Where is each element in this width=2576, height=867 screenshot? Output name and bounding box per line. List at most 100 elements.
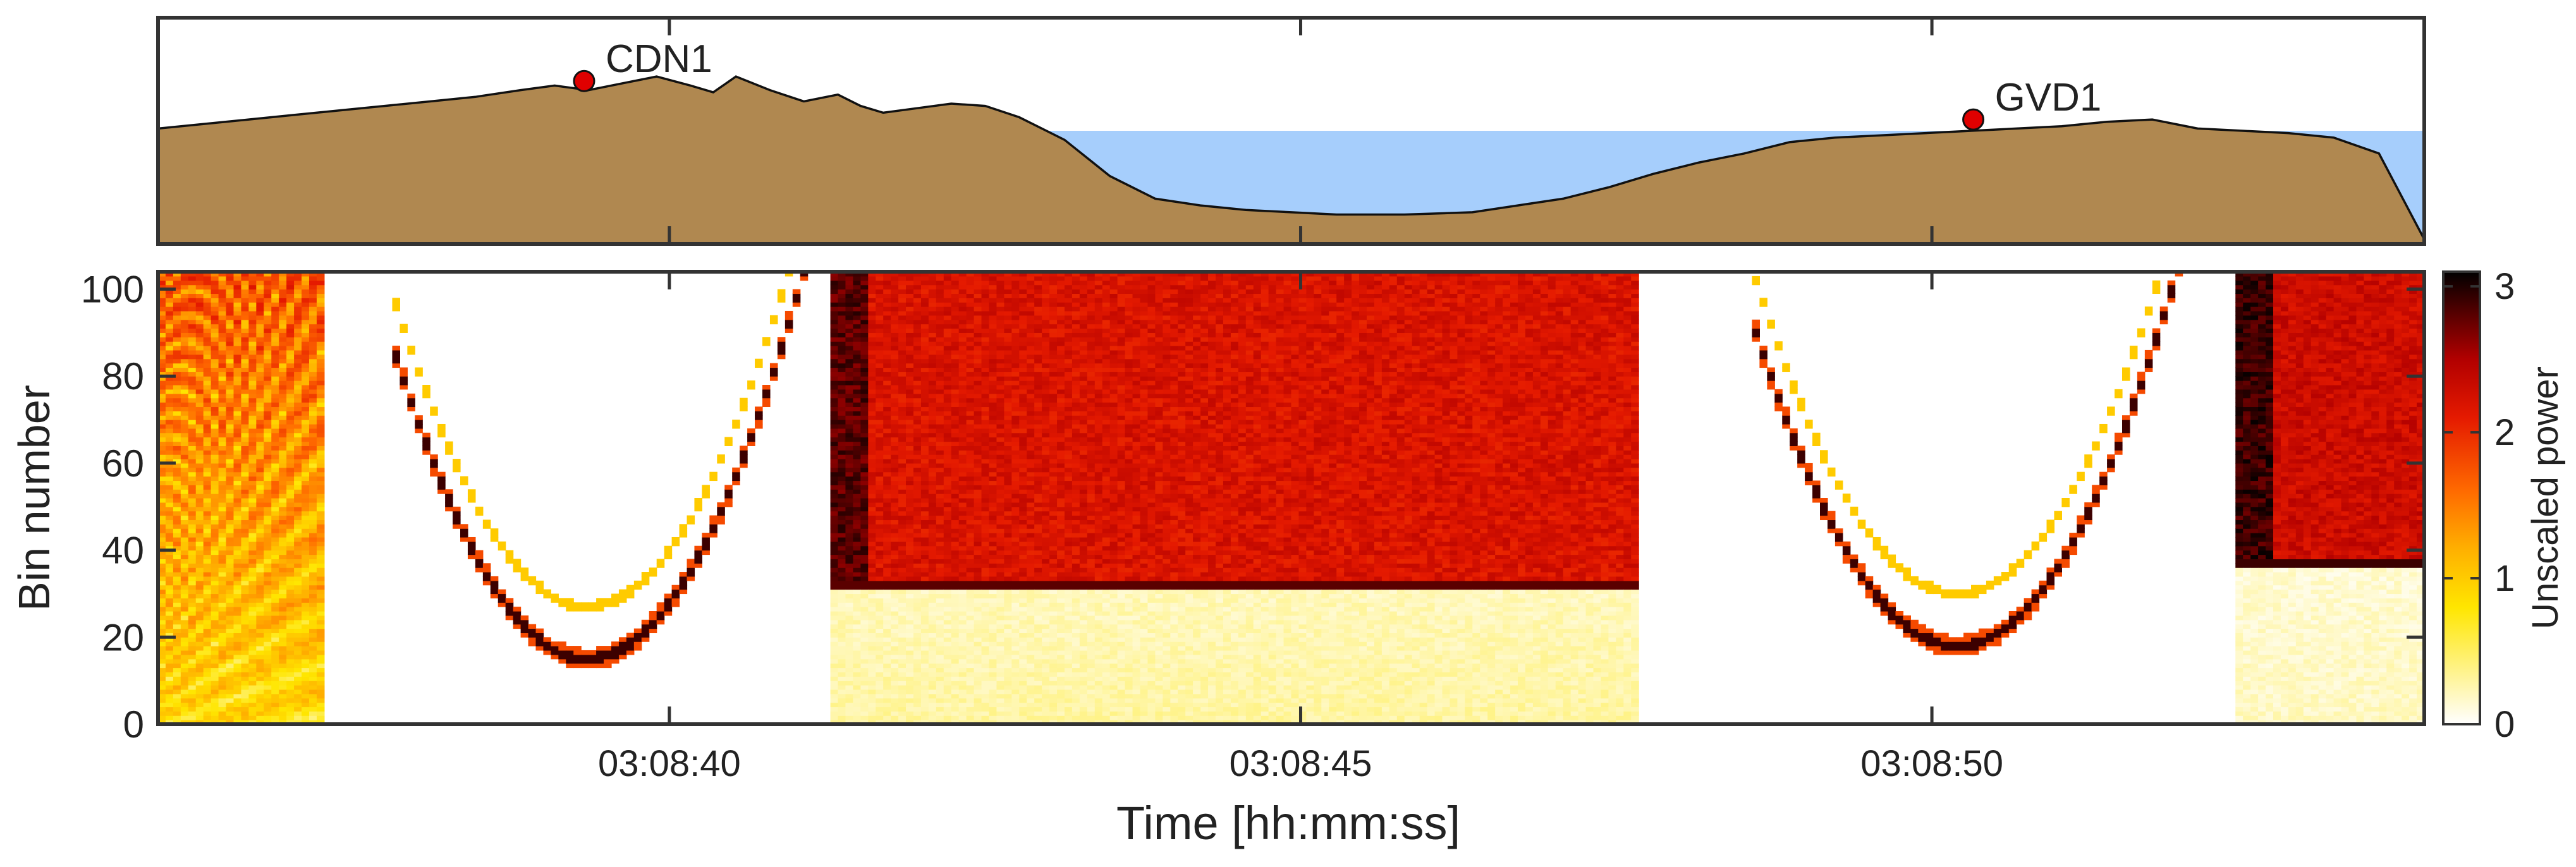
heatmap-cell bbox=[211, 615, 219, 621]
heatmap-cell bbox=[845, 663, 853, 669]
heatmap-cell bbox=[294, 337, 302, 342]
heatmap-cell bbox=[165, 646, 174, 651]
heatmap-cell bbox=[626, 593, 635, 598]
heatmap-cell bbox=[256, 619, 264, 625]
heatmap-cell bbox=[974, 446, 982, 451]
heatmap-cell bbox=[241, 324, 249, 329]
heatmap-cell bbox=[165, 402, 174, 408]
heatmap-cell bbox=[188, 289, 197, 294]
heatmap-cell bbox=[860, 280, 869, 286]
heatmap-cell bbox=[906, 693, 914, 699]
heatmap-cell bbox=[475, 559, 484, 564]
heatmap-cell bbox=[256, 324, 264, 329]
heatmap-cell bbox=[838, 372, 846, 377]
heatmap-cell bbox=[173, 515, 181, 521]
heatmap-cell bbox=[256, 537, 264, 542]
heatmap-cell bbox=[211, 358, 219, 364]
heatmap-cell bbox=[876, 576, 884, 581]
heatmap-cell bbox=[928, 411, 937, 416]
heatmap-cell bbox=[248, 611, 257, 616]
heatmap-cell bbox=[233, 559, 242, 564]
heatmap-cell bbox=[891, 658, 899, 664]
heatmap-cell bbox=[966, 598, 975, 603]
heatmap-cell bbox=[830, 607, 839, 612]
heatmap-cell bbox=[294, 685, 302, 690]
heatmap-cell bbox=[853, 324, 861, 329]
heatmap-cell bbox=[589, 602, 597, 607]
heatmap-cell bbox=[920, 428, 929, 434]
heatmap-cell bbox=[279, 337, 287, 342]
heatmap-cell bbox=[883, 607, 891, 612]
heatmap-cell bbox=[838, 423, 846, 429]
heatmap-cell bbox=[838, 463, 846, 468]
heatmap-cell bbox=[951, 706, 960, 712]
heatmap-cell bbox=[566, 663, 574, 669]
heatmap-cell bbox=[981, 397, 990, 403]
heatmap-cell bbox=[218, 332, 227, 337]
heatmap-cell bbox=[951, 441, 960, 446]
heatmap-cell bbox=[180, 315, 189, 320]
heatmap-cell bbox=[981, 641, 990, 646]
heatmap-cell bbox=[891, 624, 899, 629]
heatmap-cell bbox=[158, 698, 166, 703]
heatmap-cell bbox=[294, 563, 302, 568]
heatmap-cell bbox=[853, 480, 861, 485]
heatmap-cell bbox=[868, 706, 876, 712]
heatmap-cell bbox=[566, 602, 574, 607]
heatmap-cell bbox=[211, 471, 219, 477]
heatmap-cell bbox=[928, 315, 937, 320]
heatmap-cell bbox=[920, 598, 929, 603]
heatmap-cell bbox=[309, 593, 317, 598]
heatmap-cell bbox=[188, 328, 197, 333]
heatmap-cell bbox=[853, 667, 861, 672]
heatmap-cell bbox=[891, 572, 899, 577]
heatmap-cell bbox=[876, 667, 884, 672]
heatmap-cell bbox=[936, 372, 944, 377]
heatmap-cell bbox=[286, 315, 295, 320]
heatmap-cell bbox=[279, 511, 287, 516]
heatmap-cell bbox=[958, 633, 967, 638]
heatmap-cell bbox=[302, 654, 310, 660]
heatmap-cell bbox=[256, 363, 264, 368]
heatmap-cell bbox=[211, 681, 219, 686]
heatmap-cell bbox=[180, 341, 189, 346]
heatmap-cell bbox=[943, 372, 952, 377]
heatmap-cell bbox=[264, 615, 272, 621]
heatmap-cell bbox=[913, 658, 922, 664]
heatmap-cell bbox=[165, 528, 174, 533]
heatmap-cell bbox=[920, 498, 929, 503]
heatmap-cell bbox=[876, 471, 884, 477]
heatmap-cell bbox=[286, 454, 295, 459]
heatmap-cell bbox=[400, 324, 408, 329]
heatmap-cell bbox=[294, 676, 302, 681]
heatmap-cell bbox=[294, 519, 302, 524]
heatmap-cell bbox=[891, 415, 899, 420]
heatmap-cell bbox=[920, 615, 929, 621]
heatmap-cell bbox=[535, 633, 544, 638]
heatmap-cell bbox=[958, 519, 967, 524]
heatmap-cell bbox=[966, 423, 975, 429]
heatmap-cell bbox=[974, 537, 982, 542]
heatmap-cell bbox=[906, 706, 914, 712]
heatmap-cell bbox=[165, 420, 174, 425]
heatmap-cell bbox=[211, 454, 219, 459]
heatmap-cell bbox=[853, 672, 861, 677]
heatmap-cell bbox=[966, 554, 975, 559]
heatmap-cell bbox=[838, 411, 846, 416]
heatmap-cell bbox=[294, 441, 302, 446]
heatmap-cell bbox=[928, 585, 937, 590]
heatmap-cell bbox=[279, 459, 287, 464]
heatmap-cell bbox=[876, 602, 884, 607]
heatmap-cell bbox=[180, 367, 189, 372]
heatmap-cell bbox=[309, 480, 317, 485]
heatmap-cell bbox=[898, 663, 906, 669]
heatmap-cell bbox=[920, 310, 929, 316]
heatmap-cell bbox=[158, 385, 166, 390]
heatmap-cell bbox=[173, 358, 181, 364]
heatmap-cell bbox=[226, 607, 235, 612]
heatmap-cell bbox=[913, 593, 922, 598]
heatmap-cell bbox=[505, 615, 514, 621]
heatmap-cell bbox=[233, 428, 242, 434]
heatmap-cell bbox=[286, 506, 295, 512]
